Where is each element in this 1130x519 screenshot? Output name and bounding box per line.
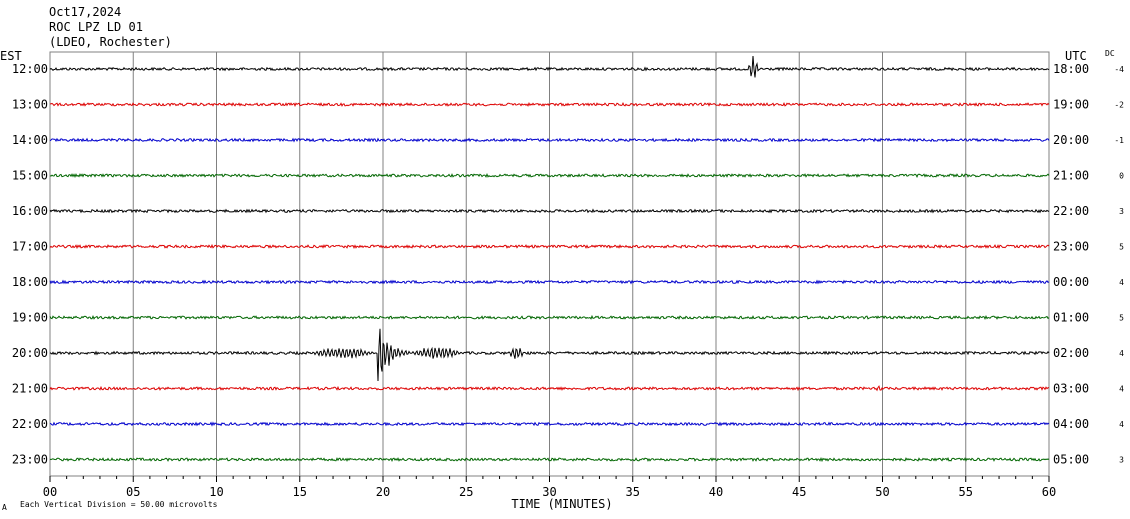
vertical-gridlines <box>132 52 967 476</box>
utc-hour-label: 20:00 <box>1053 133 1089 147</box>
record-date: Oct17,2024 <box>49 5 121 19</box>
dc-offset-label: 4 <box>1119 349 1124 358</box>
est-hour-label: 17:00 <box>12 240 48 254</box>
station-code: ROC LPZ LD 01 <box>49 20 143 34</box>
utc-hour-label: 02:00 <box>1053 346 1089 360</box>
dc-offset-label: 3 <box>1119 207 1124 216</box>
est-hour-label: 22:00 <box>12 417 48 431</box>
x-tick-label: 45 <box>792 485 806 499</box>
utc-hour-label: 23:00 <box>1053 240 1089 254</box>
utc-hour-label: 05:00 <box>1053 453 1089 467</box>
x-tick-label: 20 <box>376 485 390 499</box>
x-tick-label: 30 <box>542 485 556 499</box>
x-tick-label: 55 <box>959 485 973 499</box>
x-tick-label: 05 <box>126 485 140 499</box>
est-hour-label: 14:00 <box>12 133 48 147</box>
right-timezone-label: UTC <box>1065 49 1087 63</box>
x-tick-label: 60 <box>1042 485 1056 499</box>
trace-line <box>50 101 1050 107</box>
est-hour-label: 15:00 <box>12 169 48 183</box>
x-tick-label: 35 <box>626 485 640 499</box>
left-timezone-label: EST <box>0 49 22 63</box>
utc-hour-label: 00:00 <box>1053 275 1089 289</box>
trace-line <box>49 314 1050 321</box>
trace-line <box>49 243 1050 250</box>
x-tick-label: 50 <box>875 485 889 499</box>
seismic-traces <box>49 55 1050 463</box>
est-hour-label: 18:00 <box>12 275 48 289</box>
dc-offset-label: 5 <box>1119 314 1124 323</box>
dc-label: DC <box>1105 49 1115 58</box>
x-tick-label: 15 <box>293 485 307 499</box>
est-hour-label: 20:00 <box>12 346 48 360</box>
trace-line <box>49 55 1050 78</box>
utc-hour-label: 04:00 <box>1053 417 1089 431</box>
utc-hour-label: 21:00 <box>1053 169 1089 183</box>
utc-hour-label: 03:00 <box>1053 382 1089 396</box>
utc-hour-label: 19:00 <box>1053 98 1089 112</box>
est-hour-label: 19:00 <box>12 311 48 325</box>
x-axis-ticks: 00 05 10 15 20 25 30 35 40 45 50 55 60 <box>43 476 1056 499</box>
network-name: (LDEO, Rochester) <box>49 35 172 49</box>
dc-offset-label: 4 <box>1119 385 1124 394</box>
footer-mark: A <box>2 503 7 512</box>
trace-line <box>49 279 1050 285</box>
x-tick-label: 25 <box>459 485 473 499</box>
trace-line <box>49 137 1050 143</box>
x-tick-label: 10 <box>209 485 223 499</box>
utc-hour-label: 01:00 <box>1053 311 1089 325</box>
utc-hour-label: 22:00 <box>1053 204 1089 218</box>
scale-note: Each Vertical Division = 50.00 microvolt… <box>20 500 218 509</box>
est-hour-label: 21:00 <box>12 382 48 396</box>
trace-line <box>49 328 1050 382</box>
trace-line <box>49 208 1050 214</box>
trace-line <box>49 172 1050 178</box>
trace-line <box>49 456 1050 463</box>
x-tick-label: 00 <box>43 485 57 499</box>
est-hour-label: 23:00 <box>12 453 48 467</box>
dc-offset-label: -1 <box>1114 136 1124 145</box>
dc-offset-label: 0 <box>1119 172 1124 181</box>
trace-line <box>49 385 1050 392</box>
est-hour-label: 12:00 <box>12 62 48 76</box>
row-labels: 12:00 18:00 -4 13:00 19:00 -2 14:00 20:00 -1 15:0… <box>12 62 1124 467</box>
dc-offset-label: 4 <box>1119 278 1124 287</box>
trace-line <box>49 421 1050 427</box>
x-axis-label: TIME (MINUTES) <box>511 497 612 511</box>
dc-offset-label: -4 <box>1114 65 1124 74</box>
dc-offset-label: -2 <box>1114 101 1124 110</box>
est-hour-label: 13:00 <box>12 98 48 112</box>
dc-offset-label: 5 <box>1119 243 1124 252</box>
dc-offset-label: 4 <box>1119 420 1124 429</box>
dc-offset-label: 3 <box>1119 456 1124 465</box>
utc-hour-label: 18:00 <box>1053 62 1089 76</box>
x-tick-label: 40 <box>709 485 723 499</box>
est-hour-label: 16:00 <box>12 204 48 218</box>
